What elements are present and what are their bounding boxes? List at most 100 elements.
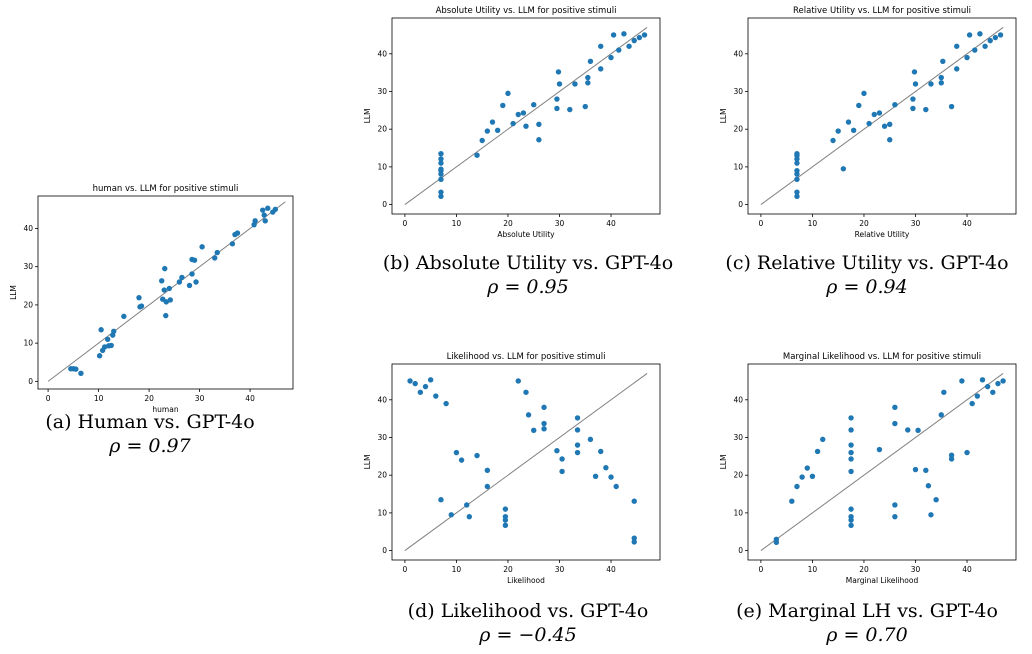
x-tick-label: 0 — [402, 565, 407, 574]
data-point — [474, 452, 480, 459]
data-point — [848, 456, 854, 462]
data-point — [984, 383, 991, 390]
x-tick-label: 30 — [911, 565, 921, 574]
chart-title: Relative Utility vs. LLM for positive st… — [793, 6, 971, 16]
data-point — [261, 212, 267, 218]
data-point — [866, 120, 872, 127]
x-axis-label: Likelihood — [507, 576, 545, 585]
data-point — [845, 119, 852, 125]
data-point — [840, 166, 847, 172]
data-point — [502, 513, 509, 520]
y-tick-label: 20 — [23, 300, 33, 309]
plot-frame — [37, 195, 294, 390]
data-point — [466, 513, 473, 520]
data-point — [136, 294, 142, 301]
data-point — [163, 312, 169, 319]
data-point — [78, 370, 84, 377]
data-point — [515, 111, 521, 118]
data-point — [887, 137, 893, 143]
data-point — [162, 265, 168, 272]
data-point — [479, 137, 485, 144]
data-point — [574, 442, 581, 448]
chart-panel-human: human vs. LLM for positive stimuli 0 10 20 3… — [0, 180, 300, 490]
rho-value: ρ = −0.45 — [479, 624, 577, 646]
data-point — [925, 483, 932, 489]
rho-value: ρ = 0.70 — [826, 624, 908, 646]
x-tick-label: 10 — [808, 219, 818, 228]
data-point — [500, 102, 506, 109]
x-tick-label: 30 — [195, 394, 205, 403]
scatter-plot-absolute-utility: Absolute Utility vs. LLM for positive st… — [363, 6, 661, 239]
data-point — [138, 303, 145, 309]
chart-title: human vs. LLM for positive stimuli — [93, 184, 239, 194]
data-point — [598, 448, 604, 455]
scatter-plot-relative-utility: Relative Utility vs. LLM for positive st… — [719, 6, 1017, 239]
x-tick-label: 20 — [859, 219, 869, 228]
y-tick-label: 10 — [377, 162, 387, 171]
data-point — [438, 176, 444, 183]
x-tick-label: 40 — [962, 565, 972, 574]
data-point — [995, 380, 1001, 387]
data-point — [234, 230, 241, 236]
plot-frame — [391, 363, 661, 561]
data-point — [163, 299, 169, 305]
data-point — [159, 278, 165, 284]
y-tick-label: 0 — [382, 200, 387, 209]
data-point — [505, 90, 511, 97]
data-point — [484, 483, 491, 490]
data-point — [912, 81, 919, 87]
caption-label: (d) Likelihood vs. GPT-4o — [407, 600, 649, 622]
x-tick-label: 40 — [606, 565, 616, 574]
plot-frame — [391, 17, 661, 215]
y-tick-label: 40 — [23, 224, 33, 233]
data-point — [977, 31, 983, 37]
x-tick-label: 20 — [859, 565, 869, 574]
data-point — [214, 249, 220, 256]
data-point — [559, 468, 565, 475]
y-tick-label: 40 — [377, 49, 387, 58]
data-point — [199, 244, 205, 250]
data-point — [613, 483, 619, 490]
data-point — [964, 54, 970, 61]
data-point — [631, 37, 637, 44]
data-point — [773, 536, 780, 542]
data-point — [835, 128, 841, 134]
x-axis-label: human — [152, 405, 178, 414]
y-tick-label: 30 — [23, 262, 33, 271]
y-axis-label: LLM — [363, 109, 372, 124]
data-point — [458, 457, 465, 463]
data-point — [992, 34, 999, 41]
data-point — [484, 467, 491, 473]
data-point — [464, 502, 470, 508]
data-point — [443, 400, 449, 407]
data-point — [911, 69, 918, 75]
data-point — [794, 176, 800, 183]
x-tick-label: 10 — [452, 565, 462, 574]
data-point — [541, 426, 547, 432]
y-tick-label: 0 — [28, 377, 33, 386]
data-point — [910, 105, 916, 112]
data-point — [554, 96, 560, 102]
data-point — [510, 120, 516, 127]
data-point — [938, 412, 944, 418]
data-point — [794, 150, 800, 157]
data-point — [631, 535, 637, 541]
y-tick-label: 30 — [733, 433, 743, 442]
data-point — [626, 43, 632, 49]
data-point — [933, 496, 939, 503]
data-point — [616, 47, 622, 53]
data-point — [260, 207, 266, 213]
data-point — [636, 34, 643, 41]
y-tick-label: 30 — [377, 87, 387, 96]
data-point — [910, 96, 916, 102]
y-tick-label: 20 — [377, 471, 387, 480]
data-point — [484, 128, 491, 134]
data-point — [412, 380, 418, 387]
data-point — [502, 522, 509, 529]
chart-title: Marginal Likelihood vs. LLM for positive… — [783, 352, 981, 362]
data-point — [928, 512, 934, 518]
x-tick-label: 0 — [402, 219, 407, 228]
data-point — [938, 74, 944, 81]
x-tick-label: 10 — [94, 394, 104, 403]
data-point — [474, 152, 480, 158]
